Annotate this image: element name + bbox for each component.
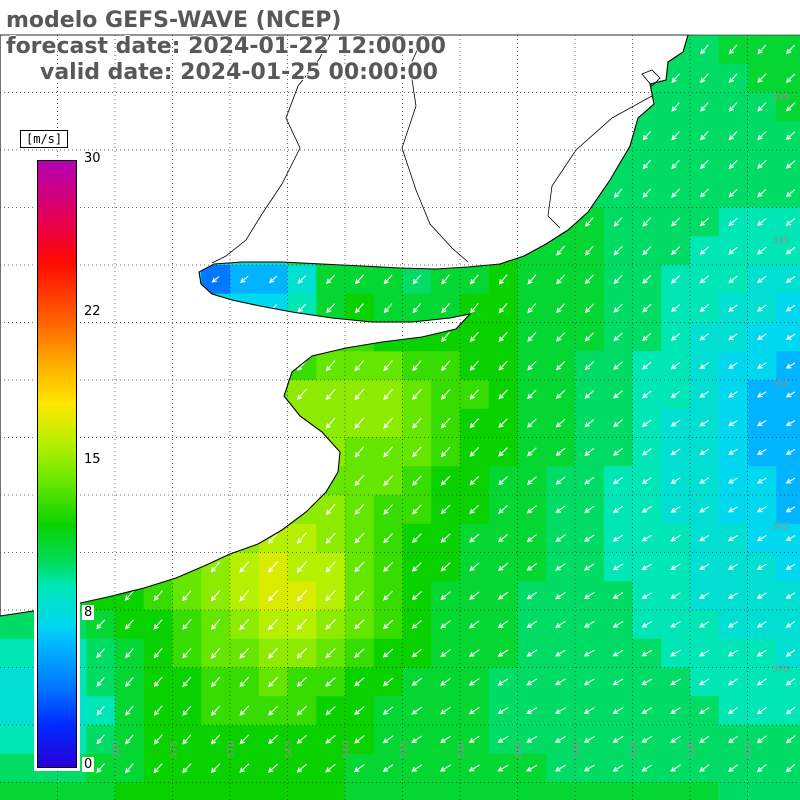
graticule-layer: [0, 34, 800, 800]
bottom-axis-label: 525: [745, 741, 755, 758]
bottom-axis-label: 535: [630, 741, 640, 758]
bottom-axis-label: 565: [285, 741, 295, 758]
bottom-axis-label: 560: [342, 741, 352, 758]
colorbar-tick: 30: [82, 151, 103, 166]
colorbar-tick: 8: [82, 605, 95, 620]
right-axis-label: 365: [772, 522, 789, 532]
right-axis-label: 345: [772, 236, 789, 246]
rivers-layer: [211, 34, 661, 264]
right-axis-label: 375: [772, 665, 789, 675]
wind-arrows-layer: [96, 44, 796, 774]
bottom-axis-label: 575: [170, 741, 180, 758]
bottom-axis-label: 555: [400, 741, 410, 758]
valid-date: valid date: 2024-01-25 00:00:00: [40, 60, 438, 85]
bottom-axis-label: 540: [572, 741, 582, 758]
right-axis-label: 335: [772, 93, 789, 103]
colorbar-unit-label: [m/s]: [20, 130, 69, 148]
river-line: [547, 95, 653, 229]
colorbar-tick: 0: [82, 757, 95, 772]
right-axis-label: 355: [772, 379, 789, 389]
bottom-axis-label: 580: [112, 741, 122, 758]
bottom-axis-label: 570: [227, 741, 237, 758]
river-line: [401, 34, 469, 263]
land-coastline: [0, 34, 689, 617]
river-line: [211, 34, 331, 264]
colorbar-tick: 15: [82, 452, 103, 467]
colorbar-tick: 22: [82, 304, 103, 319]
title-block: modelo GEFS-WAVE (NCEP) forecast date: 2…: [6, 8, 446, 86]
bottom-axis-label: 545: [515, 741, 525, 758]
colorbar-gradient: [37, 160, 77, 768]
lake-outline: [641, 69, 661, 87]
bottom-axis-label: 550: [457, 741, 467, 758]
forecast-date: forecast date: 2024-01-22 12:00:00: [6, 34, 446, 59]
model-title: modelo GEFS-WAVE (NCEP): [6, 8, 342, 33]
bottom-axis-label: 530: [687, 741, 697, 758]
